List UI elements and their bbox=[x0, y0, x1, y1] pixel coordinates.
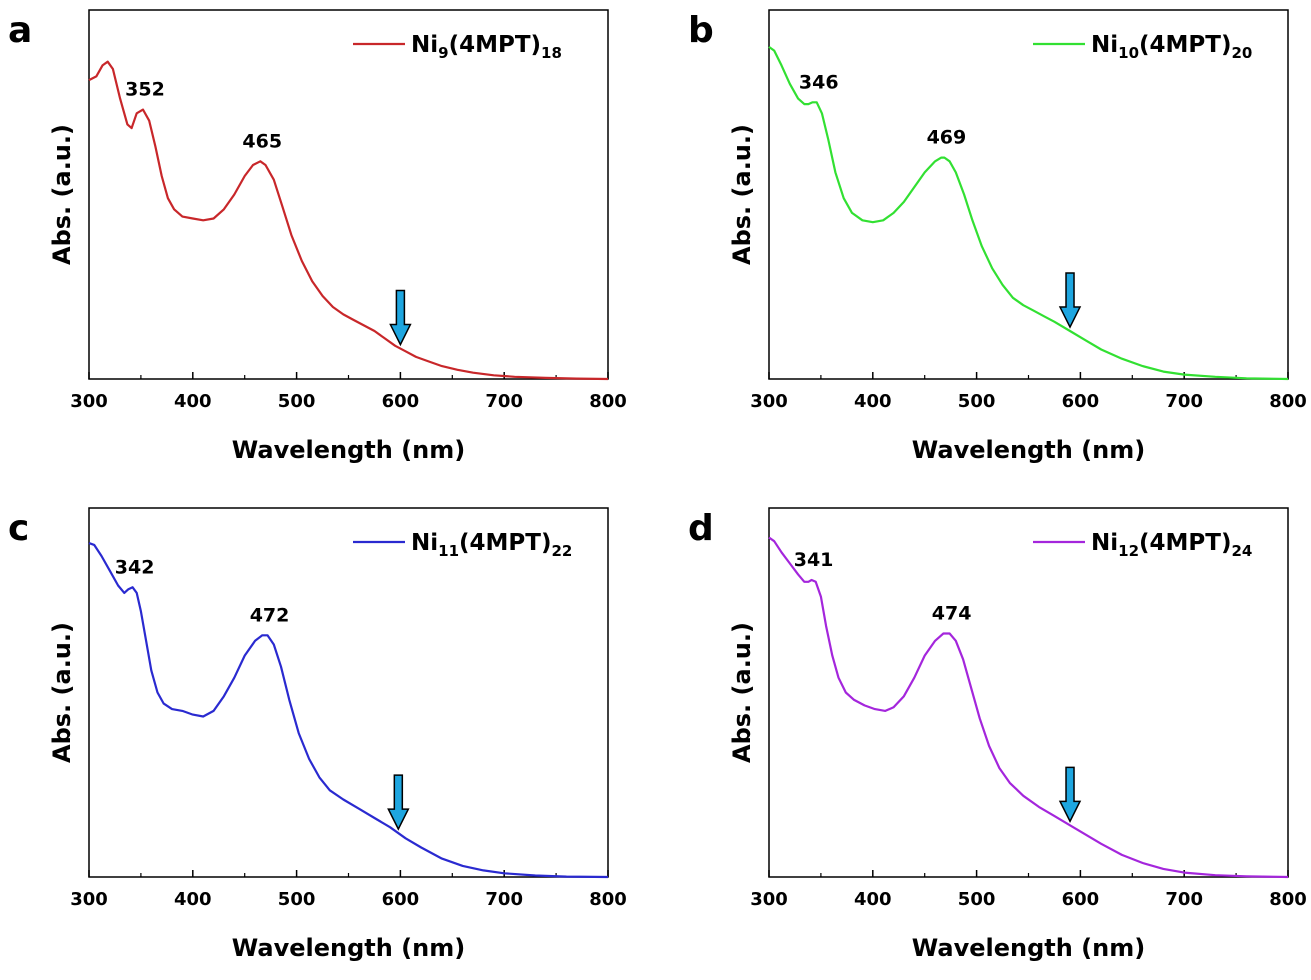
peak-annotation: 465 bbox=[242, 130, 282, 152]
x-tick-label: 800 bbox=[1269, 391, 1307, 412]
chart-svg: a 300 400 500 600 700 800 Wavelength (nm) Abs. (… bbox=[8, 9, 627, 464]
down-arrow-icon bbox=[387, 774, 410, 831]
x-axis-label: Wavelength (nm) bbox=[232, 436, 465, 464]
series-line bbox=[88, 60, 609, 381]
peak-annotation: 341 bbox=[794, 549, 834, 571]
legend-label: Ni12(4MPT)24 bbox=[1091, 530, 1252, 560]
legend-label: Ni9(4MPT)18 bbox=[411, 32, 562, 62]
panel-label: d bbox=[688, 508, 714, 549]
x-tick-label: 700 bbox=[1165, 391, 1203, 412]
panel-label: a bbox=[8, 10, 32, 51]
legend-label-part: 12 bbox=[1118, 542, 1139, 560]
x-axis-label: Wavelength (nm) bbox=[912, 436, 1145, 464]
down-arrow-icon bbox=[389, 289, 412, 347]
peak-annotation: 472 bbox=[250, 604, 290, 626]
x-tick-label: 600 bbox=[382, 889, 420, 910]
plot-frame bbox=[768, 9, 1289, 380]
chart-panel-c: c 300 400 500 600 700 800 Wavelength (nm) Abs. (… bbox=[0, 498, 655, 980]
x-tick-label: 400 bbox=[854, 391, 892, 412]
legend-label-part: 18 bbox=[541, 44, 562, 62]
chart-panel-b: b 300 400 500 600 700 800 Wavelength (nm) Abs. (… bbox=[680, 0, 1311, 482]
peak-annotation: 346 bbox=[799, 71, 839, 93]
chart-svg: d 300 400 500 600 700 800 Wavelength (nm) Abs. (… bbox=[688, 507, 1307, 962]
legend-label-part: 22 bbox=[551, 542, 572, 560]
x-tick-label: 800 bbox=[589, 391, 627, 412]
x-tick-label: 700 bbox=[485, 889, 523, 910]
x-tick-label: 700 bbox=[1165, 889, 1203, 910]
x-tick-label: 400 bbox=[854, 889, 892, 910]
plot-frame bbox=[88, 507, 609, 878]
panel-label: c bbox=[8, 508, 29, 549]
legend-label-part: (4MPT) bbox=[449, 32, 541, 58]
series-line bbox=[768, 46, 1289, 381]
x-axis-label: Wavelength (nm) bbox=[232, 934, 465, 962]
panel-label: b bbox=[688, 10, 714, 51]
y-axis-label: Abs. (a.u.) bbox=[48, 622, 76, 763]
legend-label-part: (4MPT) bbox=[1139, 530, 1231, 556]
peak-annotation: 352 bbox=[125, 79, 165, 101]
chart-svg: c 300 400 500 600 700 800 Wavelength (nm) Abs. (… bbox=[8, 507, 627, 962]
legend-label-part: (4MPT) bbox=[459, 530, 551, 556]
x-tick-label: 600 bbox=[382, 391, 420, 412]
legend-label-part: 20 bbox=[1231, 44, 1252, 62]
legend-label: Ni10(4MPT)20 bbox=[1091, 32, 1252, 62]
x-tick-label: 500 bbox=[958, 391, 996, 412]
legend-label-part: Ni bbox=[1091, 530, 1118, 556]
legend-label-part: 9 bbox=[438, 44, 448, 62]
legend-label-part: Ni bbox=[1091, 32, 1118, 58]
x-tick-label: 800 bbox=[589, 889, 627, 910]
x-tick-label: 600 bbox=[1062, 889, 1100, 910]
series-line bbox=[88, 542, 609, 879]
x-tick-label: 300 bbox=[750, 889, 788, 910]
x-tick-label: 500 bbox=[958, 889, 996, 910]
peak-annotation: 474 bbox=[932, 602, 972, 624]
x-tick-label: 500 bbox=[278, 889, 316, 910]
x-tick-label: 700 bbox=[485, 391, 523, 412]
y-axis-label: Abs. (a.u.) bbox=[728, 622, 756, 763]
chart-panel-a: a 300 400 500 600 700 800 Wavelength (nm) Abs. (… bbox=[0, 0, 655, 482]
peak-annotation: 342 bbox=[115, 556, 155, 578]
down-arrow-icon bbox=[1058, 766, 1082, 824]
x-tick-label: 300 bbox=[70, 889, 108, 910]
series-line bbox=[768, 536, 1289, 879]
x-tick-label: 400 bbox=[174, 889, 212, 910]
x-tick-label: 300 bbox=[750, 391, 788, 412]
x-tick-label: 400 bbox=[174, 391, 212, 412]
legend-label-part: 10 bbox=[1118, 44, 1139, 62]
legend-label: Ni11(4MPT)22 bbox=[411, 530, 572, 560]
x-tick-label: 600 bbox=[1062, 391, 1100, 412]
chart-svg: b 300 400 500 600 700 800 Wavelength (nm) Abs. (… bbox=[688, 9, 1307, 464]
legend-label-part: Ni bbox=[411, 32, 438, 58]
chart-panel-d: d 300 400 500 600 700 800 Wavelength (nm) Abs. (… bbox=[680, 498, 1311, 980]
x-tick-label: 500 bbox=[278, 391, 316, 412]
y-axis-label: Abs. (a.u.) bbox=[48, 124, 76, 265]
peak-annotation: 469 bbox=[927, 127, 967, 149]
legend-label-part: Ni bbox=[411, 530, 438, 556]
y-axis-label: Abs. (a.u.) bbox=[728, 124, 756, 265]
x-tick-label: 300 bbox=[70, 391, 108, 412]
x-tick-label: 800 bbox=[1269, 889, 1307, 910]
legend-label-part: 24 bbox=[1231, 542, 1252, 560]
legend-label-part: (4MPT) bbox=[1139, 32, 1231, 58]
x-axis-label: Wavelength (nm) bbox=[912, 934, 1145, 962]
legend-label-part: 11 bbox=[438, 542, 459, 560]
down-arrow-icon bbox=[1058, 272, 1082, 329]
